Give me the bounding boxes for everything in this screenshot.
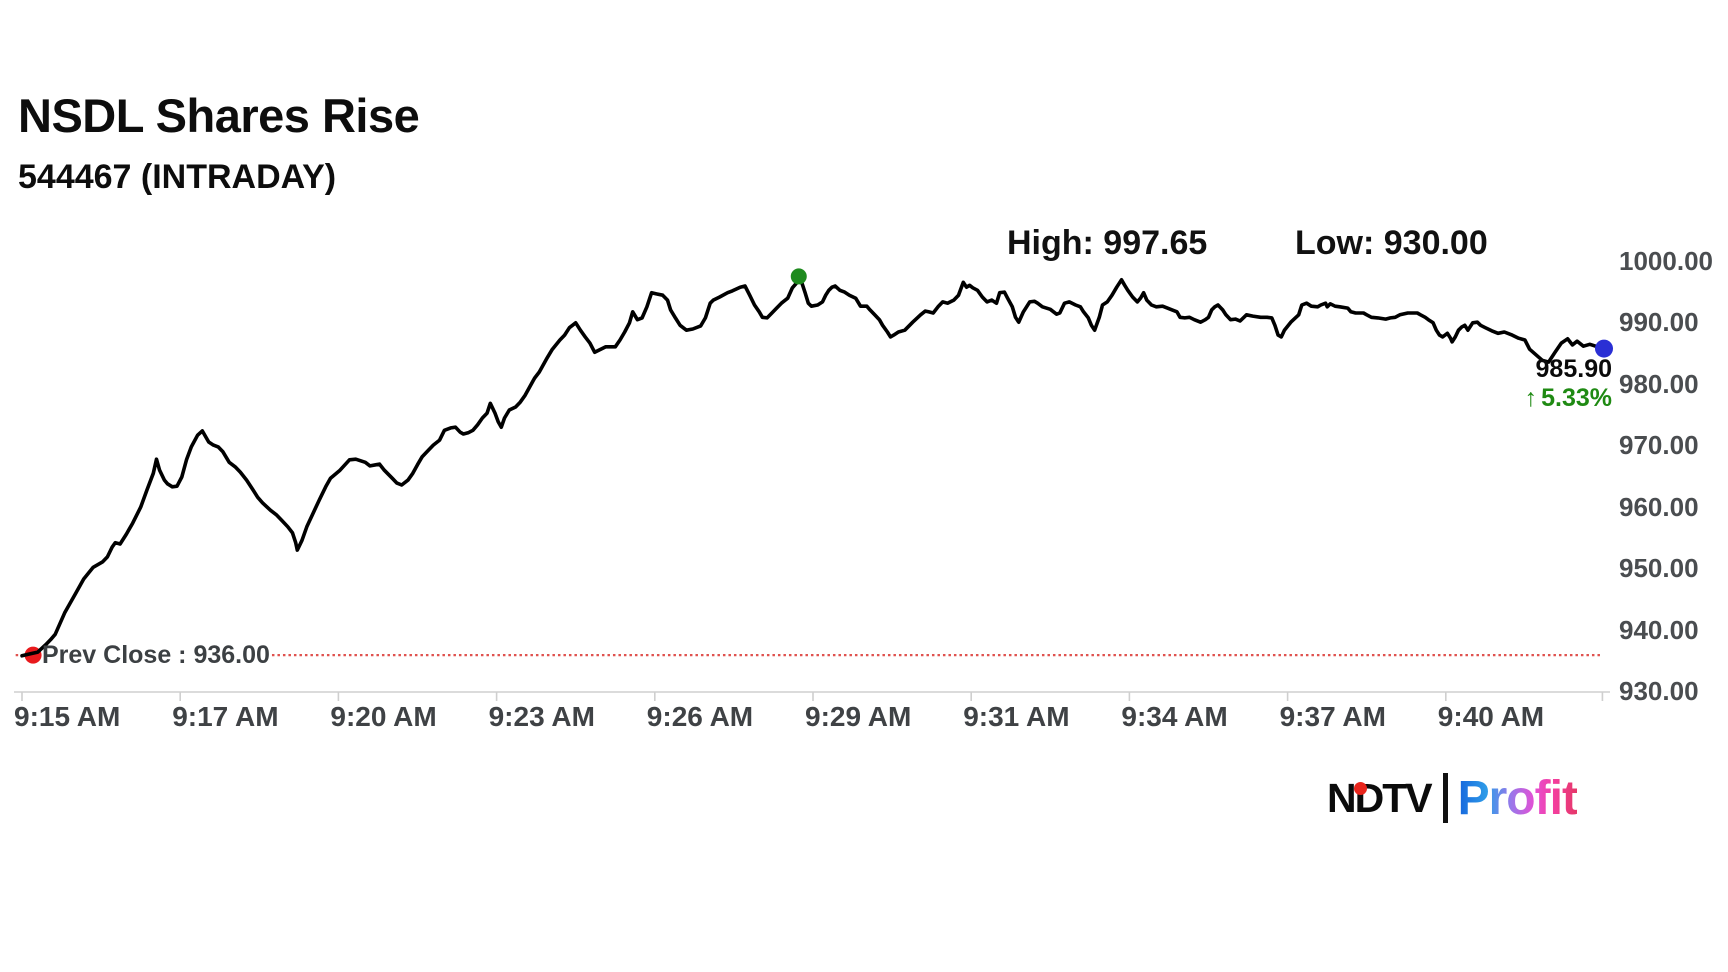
y-axis-label: 970.00 <box>1619 430 1699 461</box>
x-axis-label: 9:17 AM <box>172 701 279 732</box>
last-price-label: 985.90 <box>1535 355 1612 383</box>
y-axis-label: 980.00 <box>1619 368 1699 399</box>
ndtv-profit-logo: NDTV Profit <box>1327 768 1578 828</box>
x-axis-label: 9:37 AM <box>1279 701 1386 732</box>
ndtv-wordmark: NDTV <box>1327 774 1433 821</box>
prev-close-label: Prev Close : 936.00 <box>42 641 270 669</box>
x-axis-label: 9:34 AM <box>1121 701 1228 732</box>
ndtv-red-dot-icon <box>1354 781 1367 795</box>
page-subtitle: 544467 (INTRADAY) <box>18 158 337 196</box>
last-marker <box>1595 339 1613 358</box>
price-line <box>20 274 1606 658</box>
change-percent: 5.33% <box>1541 384 1612 412</box>
y-axis-label: 950.00 <box>1619 553 1699 584</box>
high-marker <box>790 268 807 285</box>
last-change-label: ↑ 5.33% <box>1525 384 1612 413</box>
x-axis-label: 9:20 AM <box>330 701 437 732</box>
high-value-label: High: 997.65 <box>1007 224 1208 262</box>
y-axis-label: 990.00 <box>1619 307 1699 338</box>
x-axis-label: 9:23 AM <box>488 701 595 732</box>
y-axis-label: 960.00 <box>1619 491 1699 522</box>
y-axis-label: 930.00 <box>1619 676 1699 706</box>
up-arrow-icon: ↑ <box>1524 384 1538 412</box>
y-axis-label: 1000.00 <box>1619 246 1713 276</box>
page-title: NSDL Shares Rise <box>18 89 420 142</box>
x-axis-label: 9:29 AM <box>805 701 912 732</box>
y-axis-label: 940.00 <box>1619 614 1699 645</box>
x-axis-label: 9:26 AM <box>646 701 754 732</box>
x-axis-label: 9:15 AM <box>14 701 121 732</box>
profit-wordmark: Profit <box>1457 771 1578 825</box>
low-value-label: Low: 930.00 <box>1295 224 1488 262</box>
logo-divider <box>1442 773 1448 823</box>
x-axis-label: 9:40 AM <box>1437 701 1545 732</box>
x-axis-label: 9:31 AM <box>963 701 1070 732</box>
